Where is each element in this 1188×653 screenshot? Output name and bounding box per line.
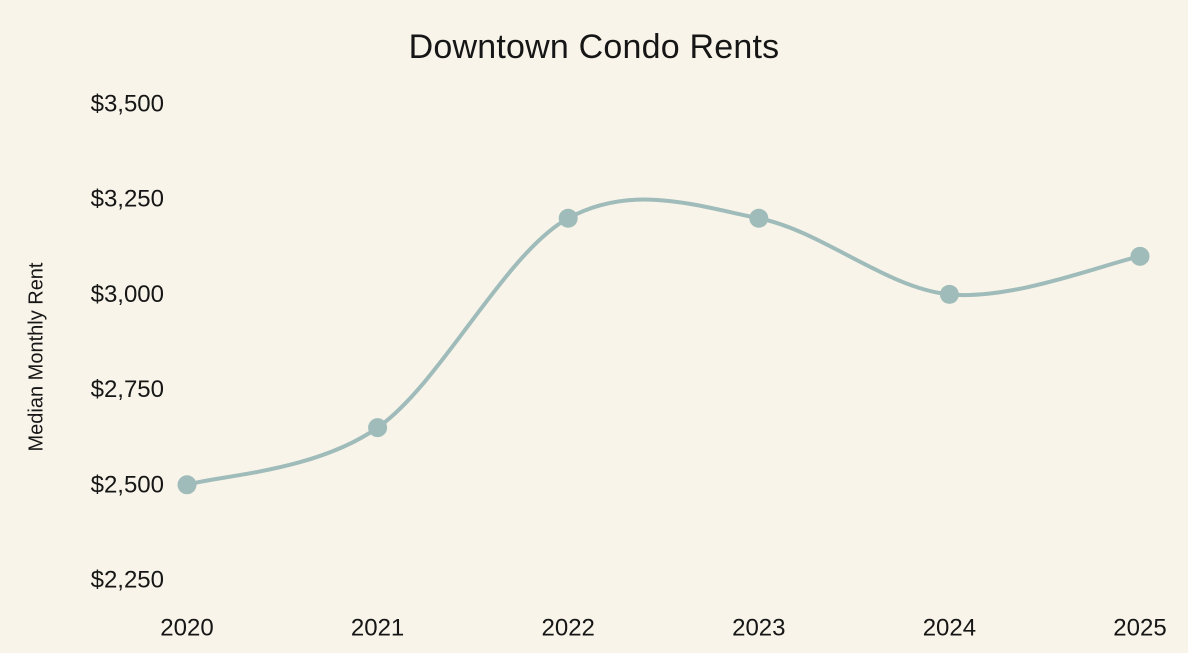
x-tick-label: 2024 — [923, 615, 976, 642]
x-tick-label: 2023 — [732, 615, 785, 642]
data-point-marker — [749, 208, 769, 228]
x-tick-label: 2022 — [542, 615, 595, 642]
data-point-marker — [177, 475, 197, 495]
y-tick-label: $2,750 — [91, 376, 164, 403]
x-tick-label: 2025 — [1113, 615, 1166, 642]
y-tick-label: $2,500 — [91, 471, 164, 498]
y-tick-label: $2,250 — [91, 567, 164, 594]
chart-title: Downtown Condo Rents — [408, 28, 780, 66]
data-point-marker — [1130, 246, 1150, 266]
rent-trend-line — [185, 197, 1142, 487]
x-tick-label: 2020 — [160, 615, 213, 642]
y-tick-label: $3,500 — [91, 91, 164, 118]
data-point-marker — [558, 208, 578, 228]
data-point-marker — [368, 418, 388, 438]
y-tick-label: $3,250 — [91, 186, 164, 213]
y-tick-label: $3,000 — [91, 281, 164, 308]
data-point-marker — [939, 284, 959, 304]
x-tick-label: 2021 — [351, 615, 404, 642]
